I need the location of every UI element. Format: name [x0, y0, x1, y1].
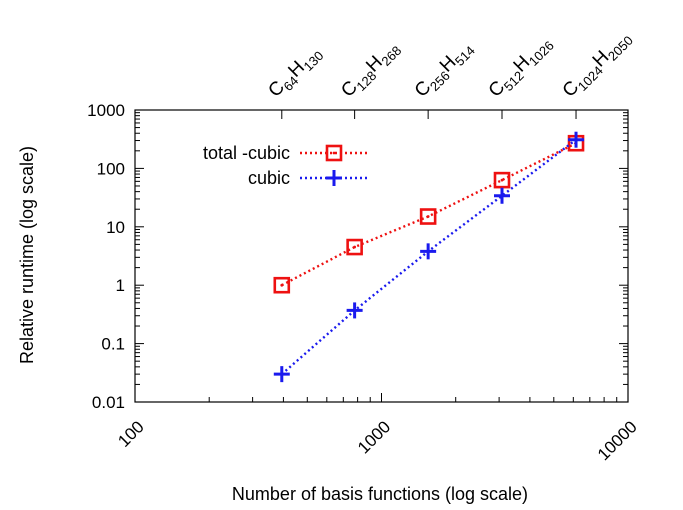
x-axis-title: Number of basis functions (log scale) [232, 484, 528, 504]
subscript: 1026 [526, 38, 557, 69]
legend-label: total -cubic [203, 143, 290, 163]
series-total-cubic [273, 134, 585, 294]
data-point [346, 238, 363, 256]
data-point-dot [426, 215, 430, 218]
axes: 0.01 0.1 1 10 100 1000 100 1000 10000 C64H130C128… [87, 26, 641, 464]
y-tick-label: 1000 [87, 101, 125, 120]
x-tick-label: 10000 [594, 417, 641, 464]
top-axis-label: C64H130 [264, 42, 326, 104]
legend-marker [325, 144, 343, 162]
top-axis-label: C256H514 [411, 37, 478, 104]
legend: total -cubic cubic [203, 143, 368, 188]
data-point [419, 208, 437, 225]
data-point [273, 276, 291, 294]
x-tick-label: 1000 [354, 417, 394, 457]
y-tick-label: 0.01 [92, 393, 125, 412]
y-tick-label: 1 [116, 276, 125, 295]
top-axis-label: C512H1026 [485, 31, 557, 103]
y-tick-label: 100 [97, 159, 125, 178]
top-axis-label: C128H268 [337, 37, 404, 104]
y-tick-label: 0.1 [101, 335, 125, 354]
y-tick-label: 10 [106, 218, 125, 237]
top-axis-label: C1024H2050 [559, 26, 636, 103]
data-point-dot [500, 178, 504, 182]
x-tick-label: 100 [114, 417, 147, 450]
data-point [493, 171, 511, 189]
data-point-dot [353, 245, 357, 249]
series-layer [273, 131, 585, 383]
data-point-dot [280, 283, 284, 287]
legend-marker-dot [332, 151, 336, 155]
subscript: 2050 [605, 33, 636, 64]
series-line [281, 142, 577, 287]
y-axis-title: Relative runtime (log scale) [17, 146, 37, 364]
series-cubic [273, 131, 585, 383]
legend-label: cubic [248, 168, 290, 188]
